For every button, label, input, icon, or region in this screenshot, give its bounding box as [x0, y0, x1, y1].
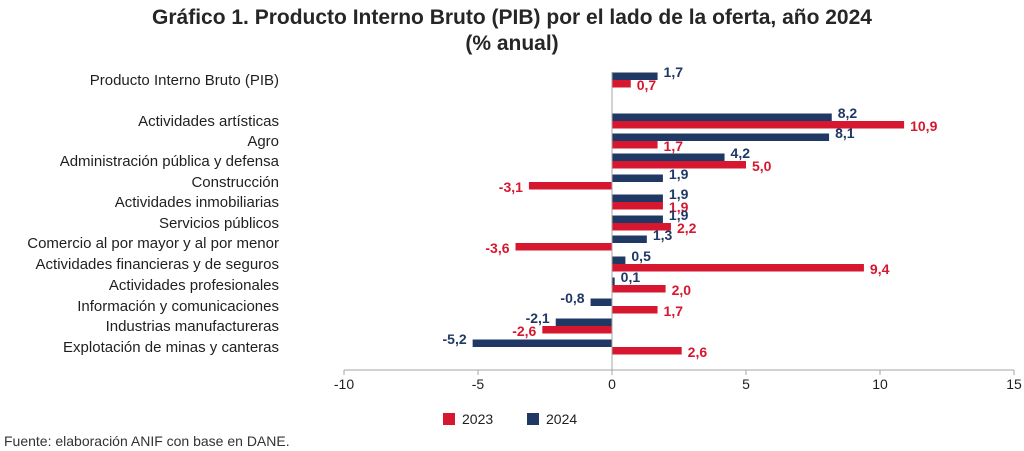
data-label-2023-comercio-al-por-mayor-y-al-por-menor: -3,6: [485, 240, 509, 256]
category-label-actividades-profesionales: Actividades profesionales: [109, 277, 279, 294]
data-label-2024-agro: 8,1: [835, 125, 855, 141]
category-label-actividades-artisticas: Actividades artísticas: [138, 113, 279, 130]
data-label-2024-industrias-manufactureras: -2,1: [526, 310, 550, 326]
bar-2024-comercio-al-por-mayor-y-al-por-menor: [612, 235, 647, 243]
bar-2024-servicios-publicos: [612, 215, 663, 223]
chart-title: Gráfico 1. Producto Interno Bruto (PIB) …: [152, 6, 872, 29]
bar-2023-agro: [612, 141, 658, 149]
category-label-administracion-publica-y-defensa: Administración pública y defensa: [60, 153, 280, 170]
data-label-2023-explotacion-de-minas-y-canteras: 2,6: [688, 344, 708, 360]
bar-2023-actividades-profesionales: [612, 285, 666, 293]
bar-2024-informacion-y-comunicaciones: [590, 298, 612, 306]
category-label-actividades-financieras-y-de-seguros: Actividades financieras y de seguros: [36, 256, 279, 273]
data-label-2023-actividades-inmobiliarias: 1,9: [669, 199, 689, 215]
bar-2023-informacion-y-comunicaciones: [612, 306, 658, 314]
data-label-2024-actividades-inmobiliarias: 1,9: [669, 186, 689, 202]
x-tick-label: 5: [742, 376, 750, 392]
legend: 2023 2024: [443, 411, 577, 427]
category-label-construccion: Construcción: [191, 174, 279, 191]
bar-2023-explotacion-de-minas-y-canteras: [612, 347, 682, 355]
data-label-2023-actividades-profesionales: 2,0: [672, 282, 692, 298]
data-label-2023-agro: 1,7: [664, 138, 684, 154]
legend-label-2024: 2024: [546, 411, 577, 427]
data-labels: 1,70,78,210,98,11,7 4,25,01,9-3,1 1,91,91,…: [443, 64, 938, 360]
bar-2024-actividades-financieras-y-de-seguros: [612, 256, 626, 264]
data-label-2024-comercio-al-por-mayor-y-al-por-menor: 1,3: [653, 227, 673, 243]
x-axis: -10 -5 0 5 10 15: [334, 72, 1022, 392]
category-label-informacion-y-comunicaciones: Información y comunicaciones: [77, 298, 279, 315]
x-tick-label: 10: [872, 376, 888, 392]
data-label-2024-informacion-y-comunicaciones: -0,8: [560, 290, 584, 306]
bar-2023-construccion: [528, 182, 612, 190]
bar-2023-comercio-al-por-mayor-y-al-por-menor: [515, 243, 612, 251]
legend-swatch-2024: [527, 413, 539, 425]
bar-2024-explotacion-de-minas-y-canteras: [472, 339, 612, 347]
bar-2023-industrias-manufactureras: [542, 326, 612, 334]
category-label-industrias-manufactureras: Industrias manufactureras: [106, 318, 279, 335]
bar-2024-agro: [612, 133, 830, 141]
data-label-2024-administracion-publica-y-defensa: 4,2: [731, 145, 751, 161]
bar-2023-administracion-publica-y-defensa: [612, 161, 746, 169]
data-label-2023-actividades-financieras-y-de-seguros: 9,4: [870, 261, 890, 277]
bar-2023-actividades-artisticas: [612, 121, 905, 129]
x-tick-label: 15: [1006, 376, 1022, 392]
data-label-2023-administracion-publica-y-defensa: 5,0: [752, 158, 772, 174]
data-label-2023-informacion-y-comunicaciones: 1,7: [664, 303, 684, 319]
bar-2023-producto-interno-bruto-pib: [612, 80, 631, 88]
chart-subtitle: (% anual): [465, 32, 558, 55]
bar-2024-construccion: [612, 174, 663, 182]
category-label-servicios-publicos: Servicios públicos: [159, 215, 279, 232]
legend-label-2023: 2023: [462, 411, 493, 427]
x-tick-label: -10: [334, 376, 354, 392]
legend-swatch-2023: [443, 413, 455, 425]
bar-2024-producto-interno-bruto-pib: [612, 72, 658, 80]
data-label-2024-producto-interno-bruto-pib: 1,7: [664, 64, 684, 80]
data-label-2024-explotacion-de-minas-y-canteras: -5,2: [443, 331, 467, 347]
bar-2024-administracion-publica-y-defensa: [612, 153, 725, 161]
bar-2024-industrias-manufactureras: [555, 318, 612, 326]
category-label-producto-interno-bruto-pib: Producto Interno Bruto (PIB): [90, 72, 279, 89]
data-label-2023-industrias-manufactureras: -2,6: [512, 323, 536, 339]
category-label-comercio-al-por-mayor-y-al-por-menor: Comercio al por mayor y al por menor: [27, 235, 279, 252]
data-label-2023-servicios-publicos: 2,2: [677, 220, 697, 236]
x-tick-label: -5: [472, 376, 485, 392]
bar-2023-actividades-financieras-y-de-seguros: [612, 264, 864, 272]
data-label-2023-construccion: -3,1: [499, 179, 523, 195]
source-note: Fuente: elaboración ANIF con base en DAN…: [4, 433, 290, 449]
data-label-2023-producto-interno-bruto-pib: 0,7: [637, 77, 657, 93]
data-label-2024-actividades-artisticas: 8,2: [838, 105, 858, 121]
bar-2024-actividades-artisticas: [612, 113, 832, 121]
data-label-2023-actividades-artisticas: 10,9: [910, 118, 937, 134]
x-tick-label: 0: [608, 376, 616, 392]
data-label-2024-actividades-profesionales: 0,1: [621, 269, 641, 285]
data-label-2024-servicios-publicos: 1,9: [669, 207, 689, 223]
category-label-actividades-inmobiliarias: Actividades inmobiliarias: [115, 194, 279, 211]
category-label-agro: Agro: [247, 133, 279, 150]
data-label-2024-actividades-financieras-y-de-seguros: 0,5: [631, 248, 651, 264]
bar-2024-actividades-profesionales: [612, 277, 615, 285]
bar-2023-servicios-publicos: [612, 223, 671, 231]
category-labels: Producto Interno Bruto (PIB) Actividades …: [27, 72, 279, 356]
category-label-explotacion-de-minas-y-canteras: Explotación de minas y canteras: [63, 339, 279, 356]
data-label-2024-construccion: 1,9: [669, 166, 689, 182]
bar-2024-actividades-inmobiliarias: [612, 194, 663, 202]
bar-2023-actividades-inmobiliarias: [612, 202, 663, 210]
bars: [472, 72, 905, 355]
